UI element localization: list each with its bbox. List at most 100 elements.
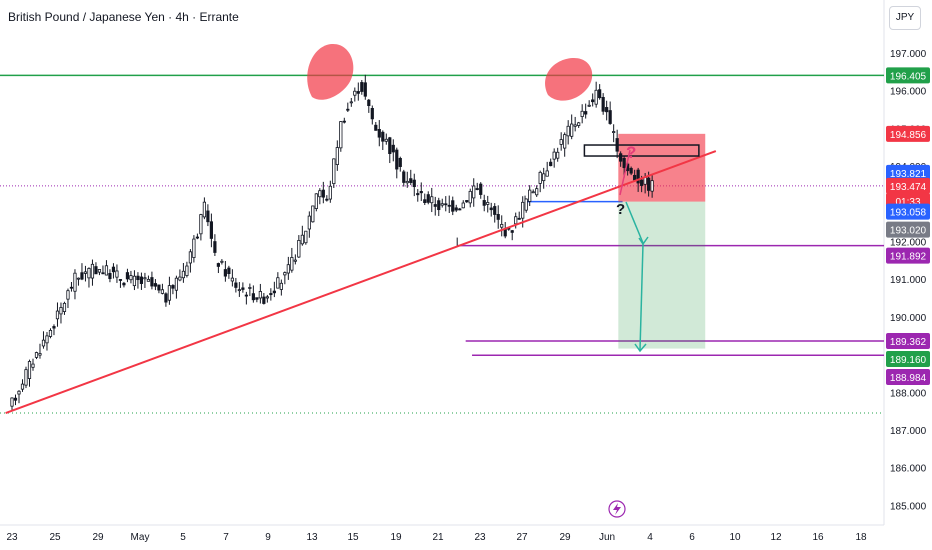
price-tag [886,125,930,142]
x-tick-label: 29 [559,532,571,543]
x-tick-label: 7 [223,532,229,543]
candle-body [444,203,448,206]
candle-body [521,201,525,219]
candle-body [440,203,444,206]
candle-body [321,189,325,198]
candle-body [528,189,532,202]
candle-body [265,296,269,299]
candle-body [580,110,584,117]
x-tick-label: 18 [855,532,867,543]
price-tag-label: 193.058 [890,208,927,219]
candle-body [363,82,367,97]
currency-button[interactable]: JPY [889,6,921,30]
candle-body [157,284,161,291]
candle-body [598,89,602,99]
candle-body [136,275,140,281]
candle-body [55,310,60,320]
candle-body [388,137,392,154]
candle-body [52,326,56,329]
candle-body [367,99,371,107]
y-tick-label: 191.000 [890,275,927,286]
x-tick-label: 6 [689,532,695,543]
y-tick-label: 188.000 [890,388,927,399]
candle-body [125,272,130,280]
y-tick-label: 187.000 [890,426,927,437]
candle-body [402,171,406,183]
candle-body [622,157,626,169]
price-tag [886,177,930,194]
price-tag-label: 189.362 [890,337,927,348]
candle-body [223,269,227,277]
price-tag-label: 194.856 [890,130,927,141]
candle-body [545,170,549,177]
candle-body [216,263,220,267]
candle-body [80,272,84,280]
candle-body [192,238,196,258]
candle-body [27,361,32,379]
candle-body [227,267,231,275]
candle-body [118,279,123,281]
candle-body [181,270,186,279]
candle-body [517,217,521,220]
candle-body [209,221,213,239]
candle-body [59,307,63,315]
candle-body [437,200,441,211]
candle-body [314,193,318,209]
candle-body [290,257,294,271]
candle-body [514,216,518,225]
x-tick-label: 15 [347,532,359,543]
candle-body [496,214,500,220]
candle-body [391,144,395,153]
candle-body [360,82,364,92]
candle-body [206,210,210,223]
candle-body [143,277,147,280]
candle-body [251,293,255,301]
candle-body [241,287,245,290]
candle-body [535,188,539,196]
candle-body [31,363,35,368]
candle-body [66,290,70,300]
candle-body [272,290,276,294]
candle-body [566,125,570,137]
candle-body [69,286,74,289]
candle-body [608,110,612,124]
candle-body [486,202,490,205]
candle-body [374,124,378,131]
candle-body [577,122,581,126]
candle-body [594,89,598,105]
candle-body [633,174,637,181]
candle-body [188,251,192,264]
candle-body [129,275,133,281]
candle-body [255,297,259,300]
x-tick-label: 4 [647,532,653,543]
candle-body [286,264,290,274]
candle-body [605,107,609,113]
candle-body [591,99,595,103]
price-tag-label: 193.474 [890,182,927,193]
x-tick-label: 5 [180,532,186,543]
candle-body [629,167,633,174]
candle-body [405,180,409,184]
price-tag-label: 193.020 [890,226,927,237]
candle-body [447,204,451,207]
candle-body [244,294,248,297]
candle-body [335,147,339,165]
price-tag-label: 189.160 [890,355,927,366]
candle-body [370,107,374,120]
trendline [5,150,717,414]
candle-body [220,260,224,263]
candle-body [104,265,109,276]
arrow-down-2-path [639,243,644,351]
candle-body [426,194,430,203]
x-tick-label: 29 [92,532,104,543]
candle-body [542,173,546,182]
price-tag [886,247,930,264]
highlight-blob-right [545,58,593,101]
x-tick-label: Jun [599,532,615,543]
price-tag [886,67,930,84]
candle-body [185,265,189,276]
price-tag [886,350,930,367]
candle-body [381,131,385,142]
candle-body [20,383,25,390]
